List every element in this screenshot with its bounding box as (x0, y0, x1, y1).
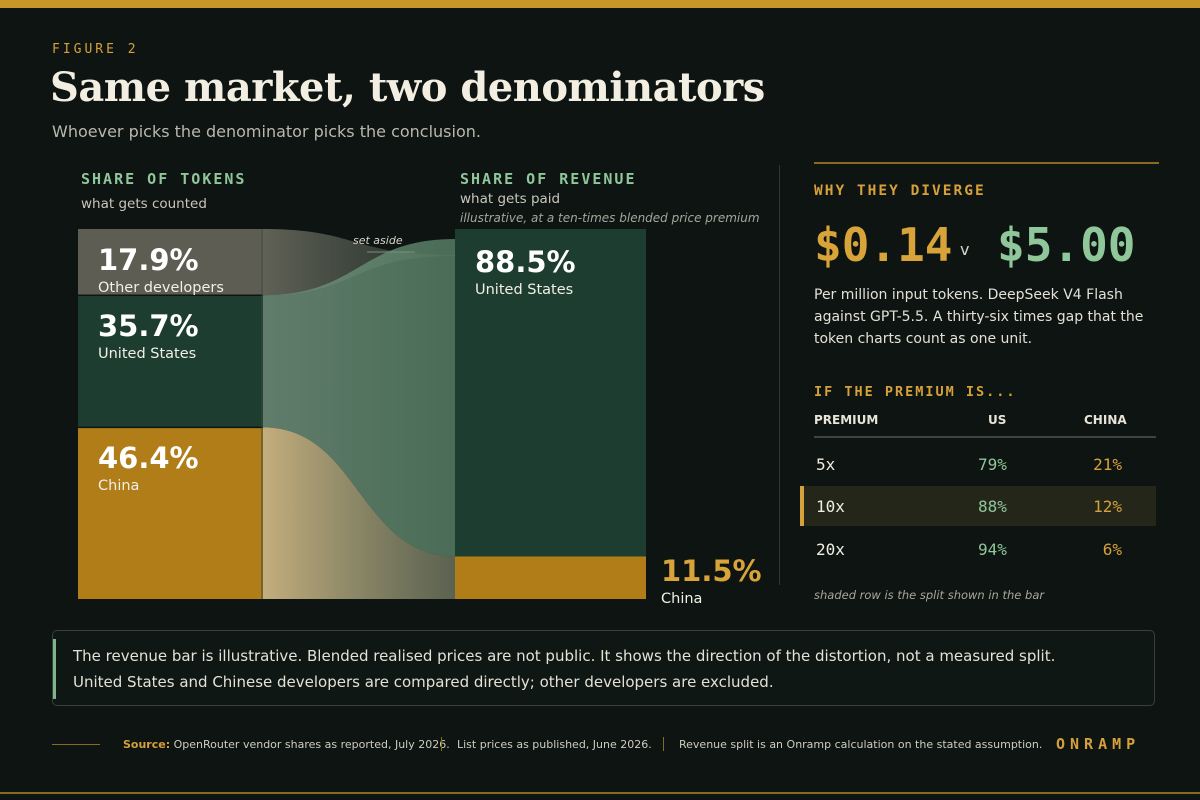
us-cell: 79% (978, 455, 1007, 474)
revenue-china-value-label: 11.5% (661, 554, 762, 589)
shaded-row-note: shaded row is the split shown in the bar (814, 588, 1045, 602)
tokens-column-sub: what gets counted (81, 196, 207, 212)
footer-calc: Revenue split is an Onramp calculation o… (679, 738, 1043, 751)
china-cell: 21% (1093, 455, 1122, 474)
tokens-us-name-label: United States (98, 346, 197, 363)
table-header-rule (814, 436, 1156, 438)
page-subtitle: Whoever picks the denominator picks the … (52, 122, 481, 141)
revenue-bar-segment-us (455, 229, 646, 557)
page-title: Same market, two denominators (50, 64, 765, 111)
premium-cell: 20x (816, 540, 845, 559)
price-description: Per million input tokens. DeepSeek V4 Fl… (814, 287, 1144, 347)
note-line-1: The revenue bar is illustrative. Blended… (73, 647, 1056, 665)
header-china: CHINA (1084, 413, 1127, 427)
top-accent-bar (0, 0, 1200, 8)
note-accent-bar (53, 639, 56, 699)
revenue-bar-segment-china (455, 556, 646, 599)
footer-rule (52, 744, 100, 745)
onramp-logo: ONRAMP (1056, 735, 1141, 753)
vertical-divider (779, 165, 780, 585)
tokens-bar-segment-other (78, 229, 263, 296)
footer-source-text: OpenRouter vendor shares as reported, Ju… (170, 738, 450, 751)
highlight-row-accent (800, 486, 804, 526)
tokens-us-value-label: 35.7% (98, 309, 199, 344)
revenue-us-name-label: United States (475, 282, 574, 298)
footer-source: Source: OpenRouter vendor shares as repo… (123, 738, 450, 751)
illustrative-note-box: The revenue bar is illustrative. Blended… (52, 630, 1155, 706)
header-us: US (988, 413, 1007, 427)
tokens-column-label: SHARE OF TOKENS (81, 170, 247, 188)
premium-cell: 10x (816, 497, 845, 516)
tokens-china-value-label: 46.4% (98, 441, 199, 476)
us-cell: 88% (978, 497, 1007, 516)
highlight-row-shade (800, 486, 1156, 526)
price-us: $5.00 (997, 218, 1136, 272)
tokens-other-value-label: 17.9% (98, 243, 199, 277)
price-versus: v (960, 240, 970, 259)
us-cell: 94% (978, 540, 1007, 559)
figure-eyebrow: FIGURE 2 (52, 42, 139, 57)
note-line-2: United States and Chinese developers are… (73, 673, 774, 691)
premium-table-label: IF THE PREMIUM IS... (814, 384, 1017, 400)
flow-united-states (263, 239, 455, 557)
premium-cell: 5x (816, 455, 836, 474)
flow-china (263, 427, 455, 599)
footer-separator (663, 737, 664, 751)
revenue-column-note: illustrative, at a ten-times blended pri… (460, 211, 760, 225)
bottom-rule (0, 792, 1200, 794)
tokens-other-name-label: Other developers (98, 280, 224, 296)
header-premium: PREMIUM (814, 413, 879, 427)
price-china: $0.14 (814, 218, 953, 272)
right-top-rule (814, 162, 1159, 164)
revenue-column-sub: what gets paid (460, 191, 561, 207)
footer-separator (441, 737, 442, 751)
revenue-us-value-label: 88.5% (475, 245, 576, 279)
china-cell: 12% (1093, 497, 1122, 516)
tokens-bar-segment-us (78, 295, 263, 428)
revenue-column-label: SHARE OF REVENUE (460, 170, 637, 188)
flow-other-developers (263, 229, 455, 296)
tokens-china-name-label: China (98, 478, 140, 495)
set-aside-label: set aside (353, 234, 403, 247)
why-diverge-label: WHY THEY DIVERGE (814, 183, 986, 199)
tokens-bar-segment-china (78, 427, 263, 599)
footer-prices: List prices as published, June 2026. (457, 738, 652, 751)
china-cell: 6% (1102, 540, 1122, 559)
footer-source-label: Source: (123, 738, 171, 751)
revenue-china-name-label: China (661, 591, 703, 608)
